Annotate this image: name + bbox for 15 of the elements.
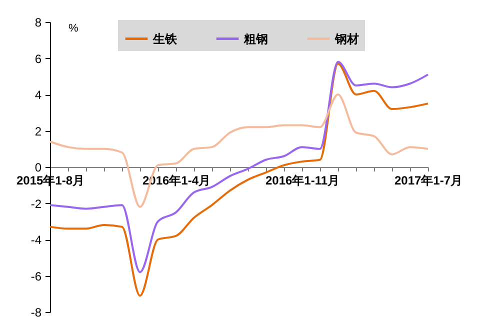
x-tick-label: 2016年1-11月 bbox=[265, 174, 340, 188]
legend-label: 粗钢 bbox=[243, 32, 268, 46]
y-axis-title: % bbox=[68, 22, 78, 34]
y-tick-label: 4 bbox=[34, 88, 42, 102]
y-tick-label: -6 bbox=[30, 269, 42, 284]
legend-label: 生铁 bbox=[152, 32, 178, 46]
y-tick-label: 6 bbox=[34, 52, 42, 66]
y-tick-label: -4 bbox=[30, 233, 42, 247]
y-tick-label: 8 bbox=[34, 16, 42, 30]
legend-label: 钢材 bbox=[334, 32, 359, 46]
y-tick-label: -2 bbox=[30, 196, 42, 211]
y-tick-label: 0 bbox=[34, 160, 42, 174]
x-tick-label: 2017年1-7月 bbox=[394, 174, 463, 188]
y-tick-label: 2 bbox=[34, 124, 42, 138]
y-tick-label: -8 bbox=[30, 306, 42, 320]
